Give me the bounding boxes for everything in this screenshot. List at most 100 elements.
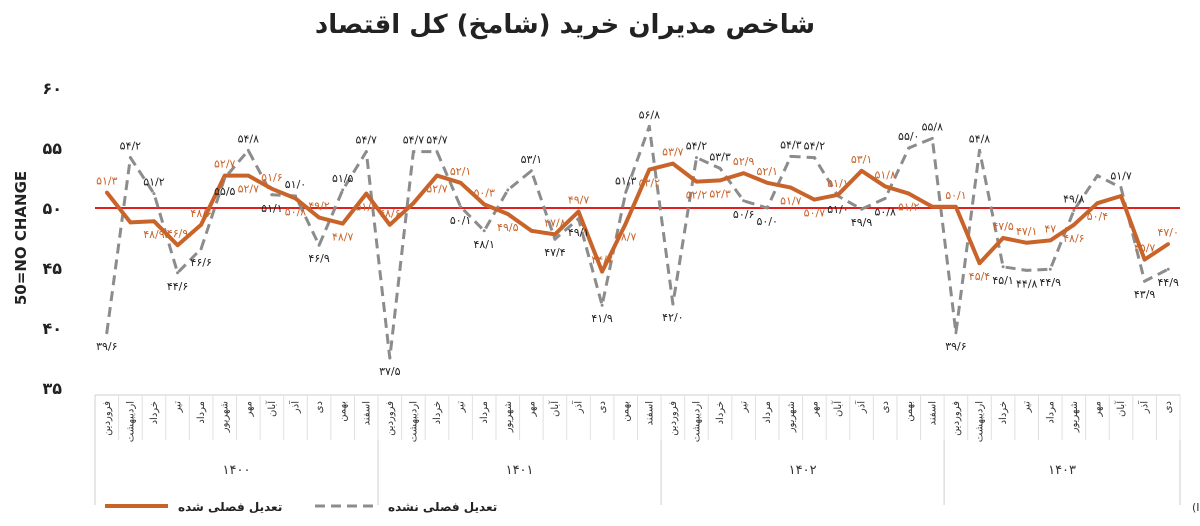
seasonal-point bbox=[1072, 223, 1076, 227]
seasonal-point bbox=[388, 223, 392, 227]
seasonal-point bbox=[789, 185, 793, 190]
raw-point bbox=[459, 205, 463, 209]
month-label: مهر bbox=[243, 401, 254, 417]
raw-data-label: ۴۶/۶ bbox=[190, 256, 211, 269]
month-label: آبان bbox=[831, 400, 844, 417]
y-tick-label: ۴۰ bbox=[42, 319, 62, 338]
month-label: شهریور bbox=[1069, 401, 1080, 433]
seasonal-point bbox=[364, 191, 369, 196]
raw-point bbox=[718, 166, 722, 170]
raw-data-label: ۵۴/۲ bbox=[120, 140, 142, 153]
raw-data-label: ۵۴/۷ bbox=[403, 134, 425, 147]
seasonal-point bbox=[1001, 236, 1005, 240]
raw-data-label: ۵۴/۲ bbox=[686, 140, 708, 153]
raw-data-label: ۵۰/۰ bbox=[757, 215, 778, 228]
raw-data-label: ۳۷/۵ bbox=[379, 365, 401, 378]
raw-data-label: ۵۰/۶ bbox=[733, 208, 754, 221]
raw-point bbox=[529, 169, 533, 173]
seasonal-point bbox=[270, 187, 274, 191]
seasonal-data-label: ۵۲/۷ bbox=[426, 183, 448, 196]
raw-data-label: ۴۸/۱ bbox=[473, 238, 494, 251]
seasonal-data-label: ۵۲/۷ bbox=[238, 183, 260, 196]
month-label: خرداد bbox=[149, 401, 160, 424]
seasonal-point bbox=[1095, 201, 1100, 205]
seasonal-data-label: ۵۱/۸ bbox=[874, 168, 896, 181]
month-label: آبان bbox=[265, 400, 278, 417]
raw-point bbox=[624, 190, 628, 194]
legend-raw-label: تعدیل فصلی نشده bbox=[388, 500, 497, 514]
raw-point bbox=[293, 194, 297, 198]
seasonal-point bbox=[600, 269, 604, 274]
raw-point bbox=[199, 247, 203, 251]
raw-data-label: ۴۹/۸ bbox=[1063, 192, 1085, 205]
raw-data-label: ۳۹/۶ bbox=[96, 340, 117, 353]
seasonal-data-label: ۵۰/۴ bbox=[1087, 210, 1109, 223]
raw-data-label: ۴۳/۹ bbox=[1134, 288, 1156, 301]
raw-point bbox=[765, 206, 769, 210]
seasonal-data-label: ۴۹/۲ bbox=[308, 200, 330, 213]
seasonal-data-label: ۵۱/۲ bbox=[356, 201, 378, 214]
seasonal-point bbox=[505, 212, 510, 216]
raw-point bbox=[482, 229, 486, 233]
month-label: مرداد bbox=[1045, 401, 1056, 424]
seasonal-data-label: ۴۷/۵ bbox=[992, 220, 1014, 233]
raw-point bbox=[411, 150, 415, 154]
year-label: ۱۴۰۰ bbox=[223, 463, 251, 478]
seasonal-data-label: ۵۱/۳ bbox=[96, 174, 118, 187]
raw-data-label: ۵۴/۸ bbox=[238, 132, 260, 145]
raw-data-label: ۵۵/۸ bbox=[922, 120, 944, 133]
year-label: ۱۴۰۲ bbox=[789, 463, 817, 478]
raw-data-label: ۴۴/۶ bbox=[167, 280, 188, 293]
seasonal-point bbox=[175, 243, 180, 247]
legend-layer: تعدیل فصلی شده تعدیل فصلی نشده منبع: اتاق … bbox=[105, 500, 1200, 514]
month-label: فروردین bbox=[951, 401, 962, 436]
raw-data-label: ۵۱/۰ bbox=[285, 178, 306, 191]
seasonal-point bbox=[340, 221, 345, 226]
seasonal-point bbox=[411, 201, 416, 205]
seasonal-data-label: ۵۲/۲ bbox=[686, 189, 708, 202]
chart-title: شاخص مدیران خرید (شامخ) کل اقتصاد bbox=[314, 10, 816, 40]
month-label: بهمن bbox=[621, 401, 632, 422]
month-label: دی bbox=[597, 401, 608, 413]
seasonal-point bbox=[222, 173, 227, 178]
seasonal-data-label: ۵۰/۷ bbox=[804, 207, 826, 220]
seasonal-data-label: ۵۲/۳ bbox=[709, 187, 731, 200]
raw-point bbox=[1095, 174, 1099, 178]
raw-series-line bbox=[105, 124, 1169, 360]
seasonal-data-label: ۴۸/۹ bbox=[143, 228, 165, 241]
raw-point bbox=[671, 302, 675, 306]
month-label: خرداد bbox=[715, 401, 726, 424]
seasonal-point bbox=[246, 173, 251, 178]
seasonal-data-label: ۴۶/۹ bbox=[167, 227, 189, 240]
raw-data-label: ۴۹/۹ bbox=[851, 216, 873, 229]
month-label: تیر bbox=[456, 401, 467, 414]
raw-data-label: ۵۱/۵ bbox=[332, 172, 354, 185]
source-note: منبع: اتاق بازرگانی، صنایع، معادن و کشاو… bbox=[1192, 501, 1200, 514]
month-label: فروردین bbox=[102, 401, 113, 436]
series-layer bbox=[104, 124, 1171, 360]
raw-point bbox=[600, 303, 604, 307]
month-label: تیر bbox=[173, 401, 184, 414]
raw-point bbox=[128, 156, 132, 160]
seasonal-data-label: ۴۸/۷ bbox=[332, 231, 354, 244]
seasonal-point bbox=[694, 179, 699, 184]
raw-point bbox=[246, 148, 250, 152]
raw-data-label: ۵۱/۲ bbox=[143, 176, 165, 189]
raw-data-label: ۵۱/۰ bbox=[827, 203, 848, 216]
seasonal-point bbox=[529, 229, 534, 233]
month-label: بهمن bbox=[904, 401, 915, 422]
month-label: آذر bbox=[855, 400, 868, 414]
raw-point bbox=[176, 271, 180, 275]
raw-data-label: ۴۱/۹ bbox=[591, 312, 613, 325]
raw-point bbox=[341, 188, 345, 192]
seasonal-point bbox=[458, 181, 463, 185]
raw-data-label: ۵۴/۲ bbox=[804, 140, 826, 153]
seasonal-point bbox=[199, 223, 203, 227]
month-label: آذر bbox=[572, 400, 585, 414]
raw-data-label: ۵۴/۸ bbox=[969, 132, 991, 145]
raw-point bbox=[152, 192, 156, 196]
seasonal-data-label: ۵۰/۸ bbox=[285, 205, 307, 218]
raw-point bbox=[1166, 267, 1170, 271]
seasonal-point bbox=[1024, 241, 1029, 245]
